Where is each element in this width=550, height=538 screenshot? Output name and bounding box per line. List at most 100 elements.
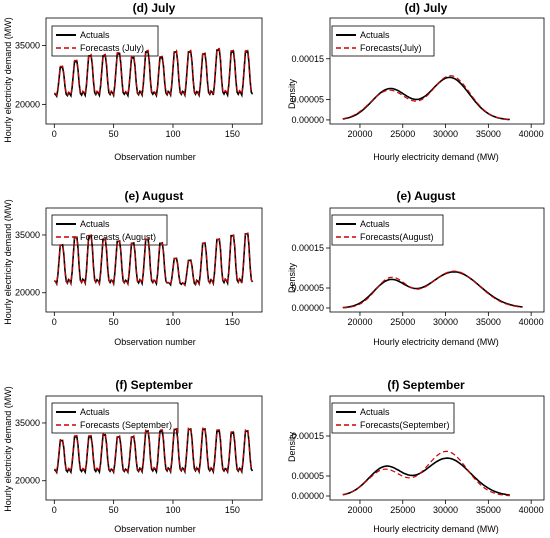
panel-july-timeseries: (d) July Hourly electricity demand (MW) … [3, 1, 263, 162]
y-axis-label: Hourly electricity demand (MW) [3, 17, 13, 143]
y-axis-label: Hourly electricity demand (MW) [3, 386, 13, 512]
x-axis-label: Hourly electricity demand (MW) [373, 524, 499, 534]
y-tick-label: 0.00015 [291, 431, 324, 441]
actuals-series-line [53, 427, 254, 475]
panel-title: (d) July [405, 1, 448, 15]
x-tick-label: 25000 [390, 505, 415, 515]
x-tick-label: 20000 [347, 317, 372, 327]
legend-box [51, 402, 179, 434]
panel-september-timeseries: (f) September Hourly electricity demand … [3, 378, 263, 534]
panel-august-density: (e) August Density Hourly electricity de… [287, 189, 545, 347]
x-tick-label: 40000 [519, 505, 544, 515]
axes: 20000 25000 30000 35000 40000 0.00000 0.00005 0… [291, 395, 545, 515]
actuals-series-line [342, 457, 510, 496]
plot-frame [45, 207, 263, 313]
x-tick-label: 35000 [476, 317, 501, 327]
forecast-series-line [342, 450, 510, 497]
y-tick-label: 0.00000 [291, 491, 324, 501]
x-tick-label: 100 [165, 505, 180, 515]
y-axis-label: Density [287, 431, 297, 462]
axes: 0 50 100 150 20000 35000 [15, 395, 263, 515]
panel-july-density: (d) July Density Hourly electricity dema… [287, 1, 545, 162]
x-tick-label: 0 [52, 129, 57, 139]
legend-actuals-label: Actuals [80, 407, 110, 417]
plot-frame [45, 17, 263, 125]
axes: 20000 25000 30000 35000 40000 0.00000 0.00005 0… [291, 17, 545, 139]
x-tick-label: 20000 [347, 505, 372, 515]
y-tick-label: 35000 [15, 40, 40, 50]
y-tick-label: 0.00015 [291, 243, 324, 253]
legend-box [51, 25, 159, 57]
panel-august-timeseries: (e) August Hourly electricity demand (MW… [3, 189, 263, 347]
actuals-series-line [342, 76, 510, 121]
forecast-series-line [342, 270, 523, 309]
panel-title: (f) September [387, 378, 465, 392]
legend: Actuals Forecasts(September) [331, 402, 455, 434]
x-tick-label: 25000 [390, 317, 415, 327]
y-axis-label: Hourly electricity demand (MW) [3, 199, 13, 325]
y-axis-label: Density [287, 262, 297, 293]
legend-forecast-label: Forecasts (August) [80, 232, 156, 242]
legend: Actuals Forecasts(July) [331, 25, 435, 57]
y-tick-label: 20000 [15, 476, 40, 486]
x-tick-label: 100 [165, 317, 180, 327]
x-tick-label: 150 [225, 505, 240, 515]
legend-forecast-label: Forecasts (September) [80, 420, 172, 430]
axes: 0 50 100 150 20000 35000 [15, 17, 263, 139]
plot-frame [329, 207, 545, 313]
x-tick-label: 30000 [433, 505, 458, 515]
plot-frame [329, 395, 545, 501]
actuals-series-line [342, 270, 523, 309]
x-axis-label: Hourly electricity demand (MW) [373, 152, 499, 162]
legend-actuals-label: Actuals [80, 219, 110, 229]
x-tick-label: 40000 [519, 129, 544, 139]
panel-title: (d) July [133, 1, 176, 15]
x-tick-label: 150 [225, 129, 240, 139]
legend-actuals-label: Actuals [80, 30, 110, 40]
y-tick-label: 0.00005 [291, 283, 324, 293]
x-tick-label: 35000 [476, 129, 501, 139]
legend-actuals-label: Actuals [360, 30, 390, 40]
axes: 20000 25000 30000 35000 40000 0.00000 0.00005 0… [291, 207, 545, 327]
legend-actuals-label: Actuals [360, 407, 390, 417]
y-tick-label: 0.00000 [291, 303, 324, 313]
legend-forecast-label: Forecasts(July) [360, 43, 422, 53]
y-tick-label: 20000 [15, 99, 40, 109]
forecast-series-line [53, 47, 254, 97]
panel-september-density: (f) September Density Hourly electricity… [287, 378, 545, 534]
y-tick-label: 0.00005 [291, 95, 324, 105]
x-tick-label: 30000 [433, 317, 458, 327]
x-tick-label: 50 [109, 317, 119, 327]
x-axis-label: Observation number [114, 524, 196, 534]
legend-box [331, 25, 435, 57]
x-axis-label: Observation number [114, 337, 196, 347]
legend: Actuals Forecasts (September) [51, 402, 179, 434]
y-tick-label: 20000 [15, 288, 40, 298]
x-tick-label: 0 [52, 317, 57, 327]
x-tick-label: 35000 [476, 505, 501, 515]
x-tick-label: 20000 [347, 129, 372, 139]
forecast-series-line [53, 232, 254, 287]
x-axis-label: Hourly electricity demand (MW) [373, 337, 499, 347]
legend-box [331, 402, 455, 434]
legend-box [331, 214, 444, 246]
x-tick-label: 40000 [519, 317, 544, 327]
x-tick-label: 100 [165, 129, 180, 139]
y-tick-label: 0.00000 [291, 115, 324, 125]
axes: 0 50 100 150 20000 35000 [15, 207, 263, 327]
legend-forecast-label: Forecasts(September) [360, 420, 450, 430]
panel-title: (e) August [125, 189, 184, 203]
x-tick-label: 0 [52, 505, 57, 515]
x-tick-label: 50 [109, 129, 119, 139]
y-tick-label: 0.00015 [291, 54, 324, 64]
x-tick-label: 25000 [390, 129, 415, 139]
panel-title: (f) September [115, 378, 193, 392]
legend: Actuals Forecasts (July) [51, 25, 159, 57]
x-axis-label: Observation number [114, 152, 196, 162]
legend-forecast-label: Forecasts(August) [360, 232, 434, 242]
panel-title: (e) August [397, 189, 456, 203]
y-tick-label: 0.00005 [291, 471, 324, 481]
plot-frame [45, 395, 263, 501]
plot-frame [329, 17, 545, 125]
